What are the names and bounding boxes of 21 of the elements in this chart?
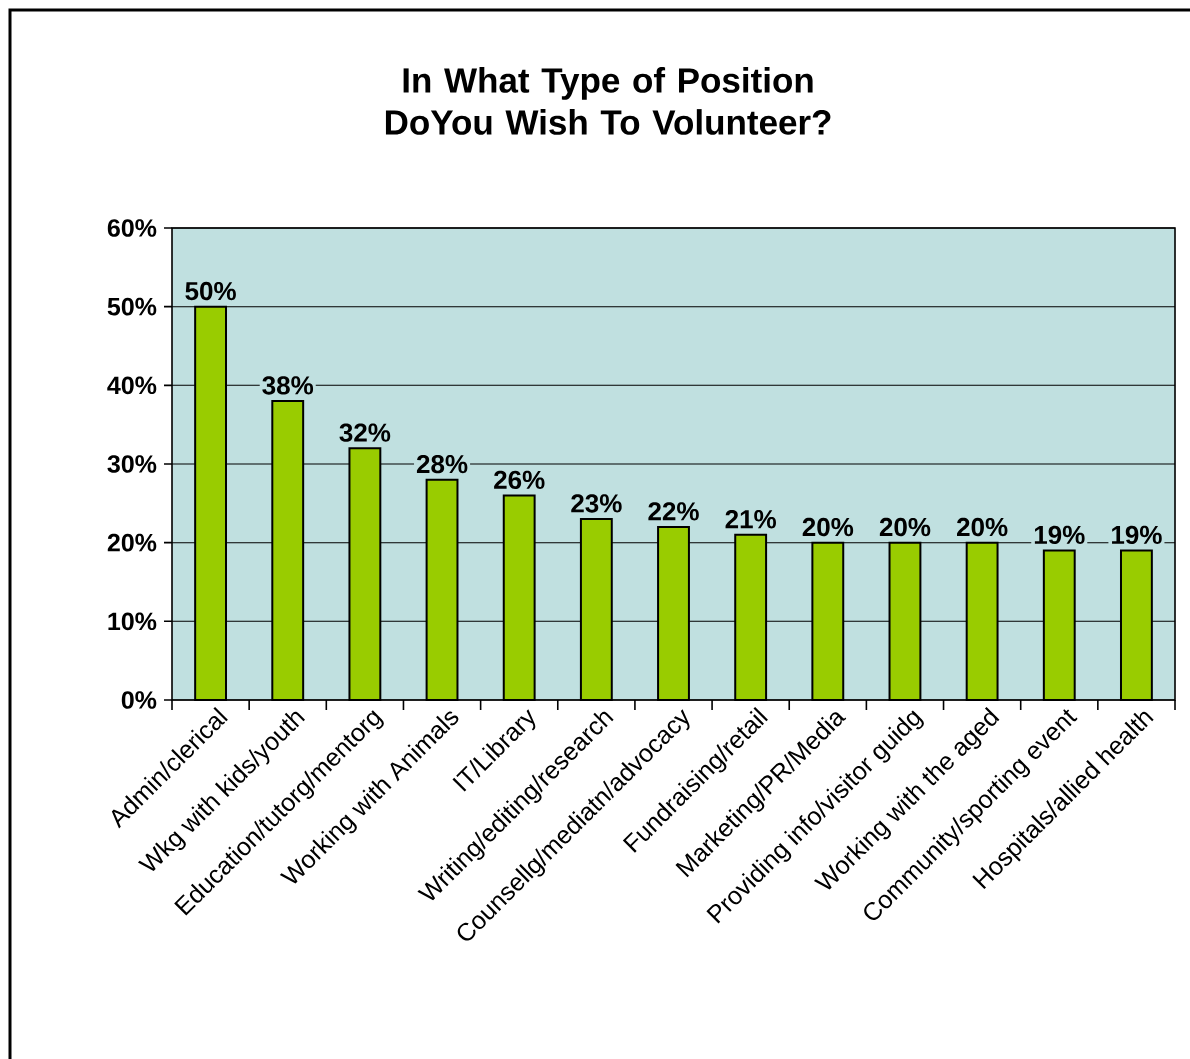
- y-tick-label: 30%: [107, 455, 157, 473]
- data-label: 28%: [416, 454, 468, 474]
- y-tick-label: 10%: [108, 612, 157, 631]
- data-label: 19%: [1112, 525, 1162, 545]
- data-label: 23%: [571, 494, 622, 513]
- data-label: 22%: [648, 502, 699, 521]
- y-tick-label: 50%: [107, 297, 157, 316]
- y-tick-label: 0%: [121, 691, 157, 709]
- chart-title: In What Type of Position DoYou Wish To Volunteer?: [385, 67, 831, 135]
- data-label: 50%: [185, 281, 236, 301]
- data-label: 19%: [1034, 525, 1085, 545]
- y-tick-label: 60%: [107, 219, 157, 237]
- data-label: 32%: [339, 423, 391, 442]
- y-tick-label: 20%: [107, 533, 157, 552]
- data-label: 20%: [879, 517, 931, 537]
- data-label: 21%: [725, 510, 776, 529]
- data-label: 26%: [494, 470, 545, 490]
- data-label: 20%: [957, 517, 1008, 537]
- data-label: 38%: [262, 376, 314, 395]
- y-tick-label: 40%: [107, 376, 157, 395]
- data-label: 20%: [802, 517, 854, 537]
